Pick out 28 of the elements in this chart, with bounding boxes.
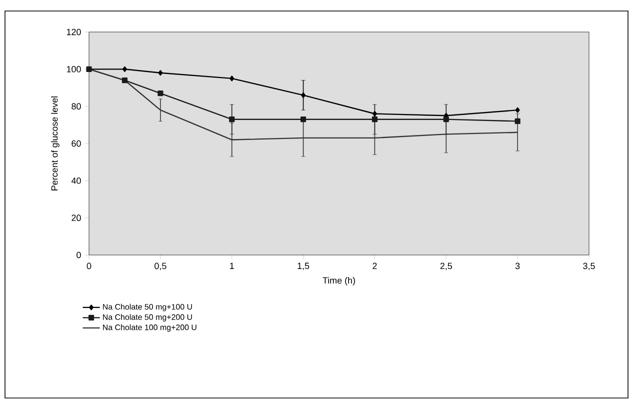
y-tick-label: 100: [66, 66, 81, 72]
point: [300, 116, 306, 122]
y-axis-title: Percent of glucose level: [51, 96, 60, 190]
point: [122, 66, 127, 72]
x-tick-label: 2,5: [440, 262, 452, 270]
y-tick-label: 0: [76, 252, 81, 258]
point: [514, 118, 520, 124]
y-tick-label: 60: [72, 140, 81, 147]
x-tick-label: 3,5: [583, 262, 595, 270]
x-tick-label: 2: [372, 262, 377, 270]
x-tick-label: 0: [86, 262, 92, 270]
point: [158, 90, 164, 96]
point: [372, 116, 378, 122]
y-tick-label: 80: [72, 103, 81, 110]
y-tick-label: 120: [66, 28, 81, 36]
y-tick-label: 20: [72, 214, 81, 222]
x-tick-label: 1: [230, 262, 234, 269]
point: [122, 78, 128, 84]
point: [158, 70, 163, 76]
x-axis-title: Time (h): [322, 277, 355, 286]
point: [301, 92, 306, 98]
y-tick-label: 40: [71, 177, 81, 184]
x-tick-label: 3: [515, 262, 520, 270]
x-tick-label: 1,5: [298, 262, 310, 270]
x-tick-label: 0,5: [154, 262, 166, 270]
point: [443, 116, 449, 122]
point: [372, 110, 377, 117]
point: [230, 76, 234, 82]
